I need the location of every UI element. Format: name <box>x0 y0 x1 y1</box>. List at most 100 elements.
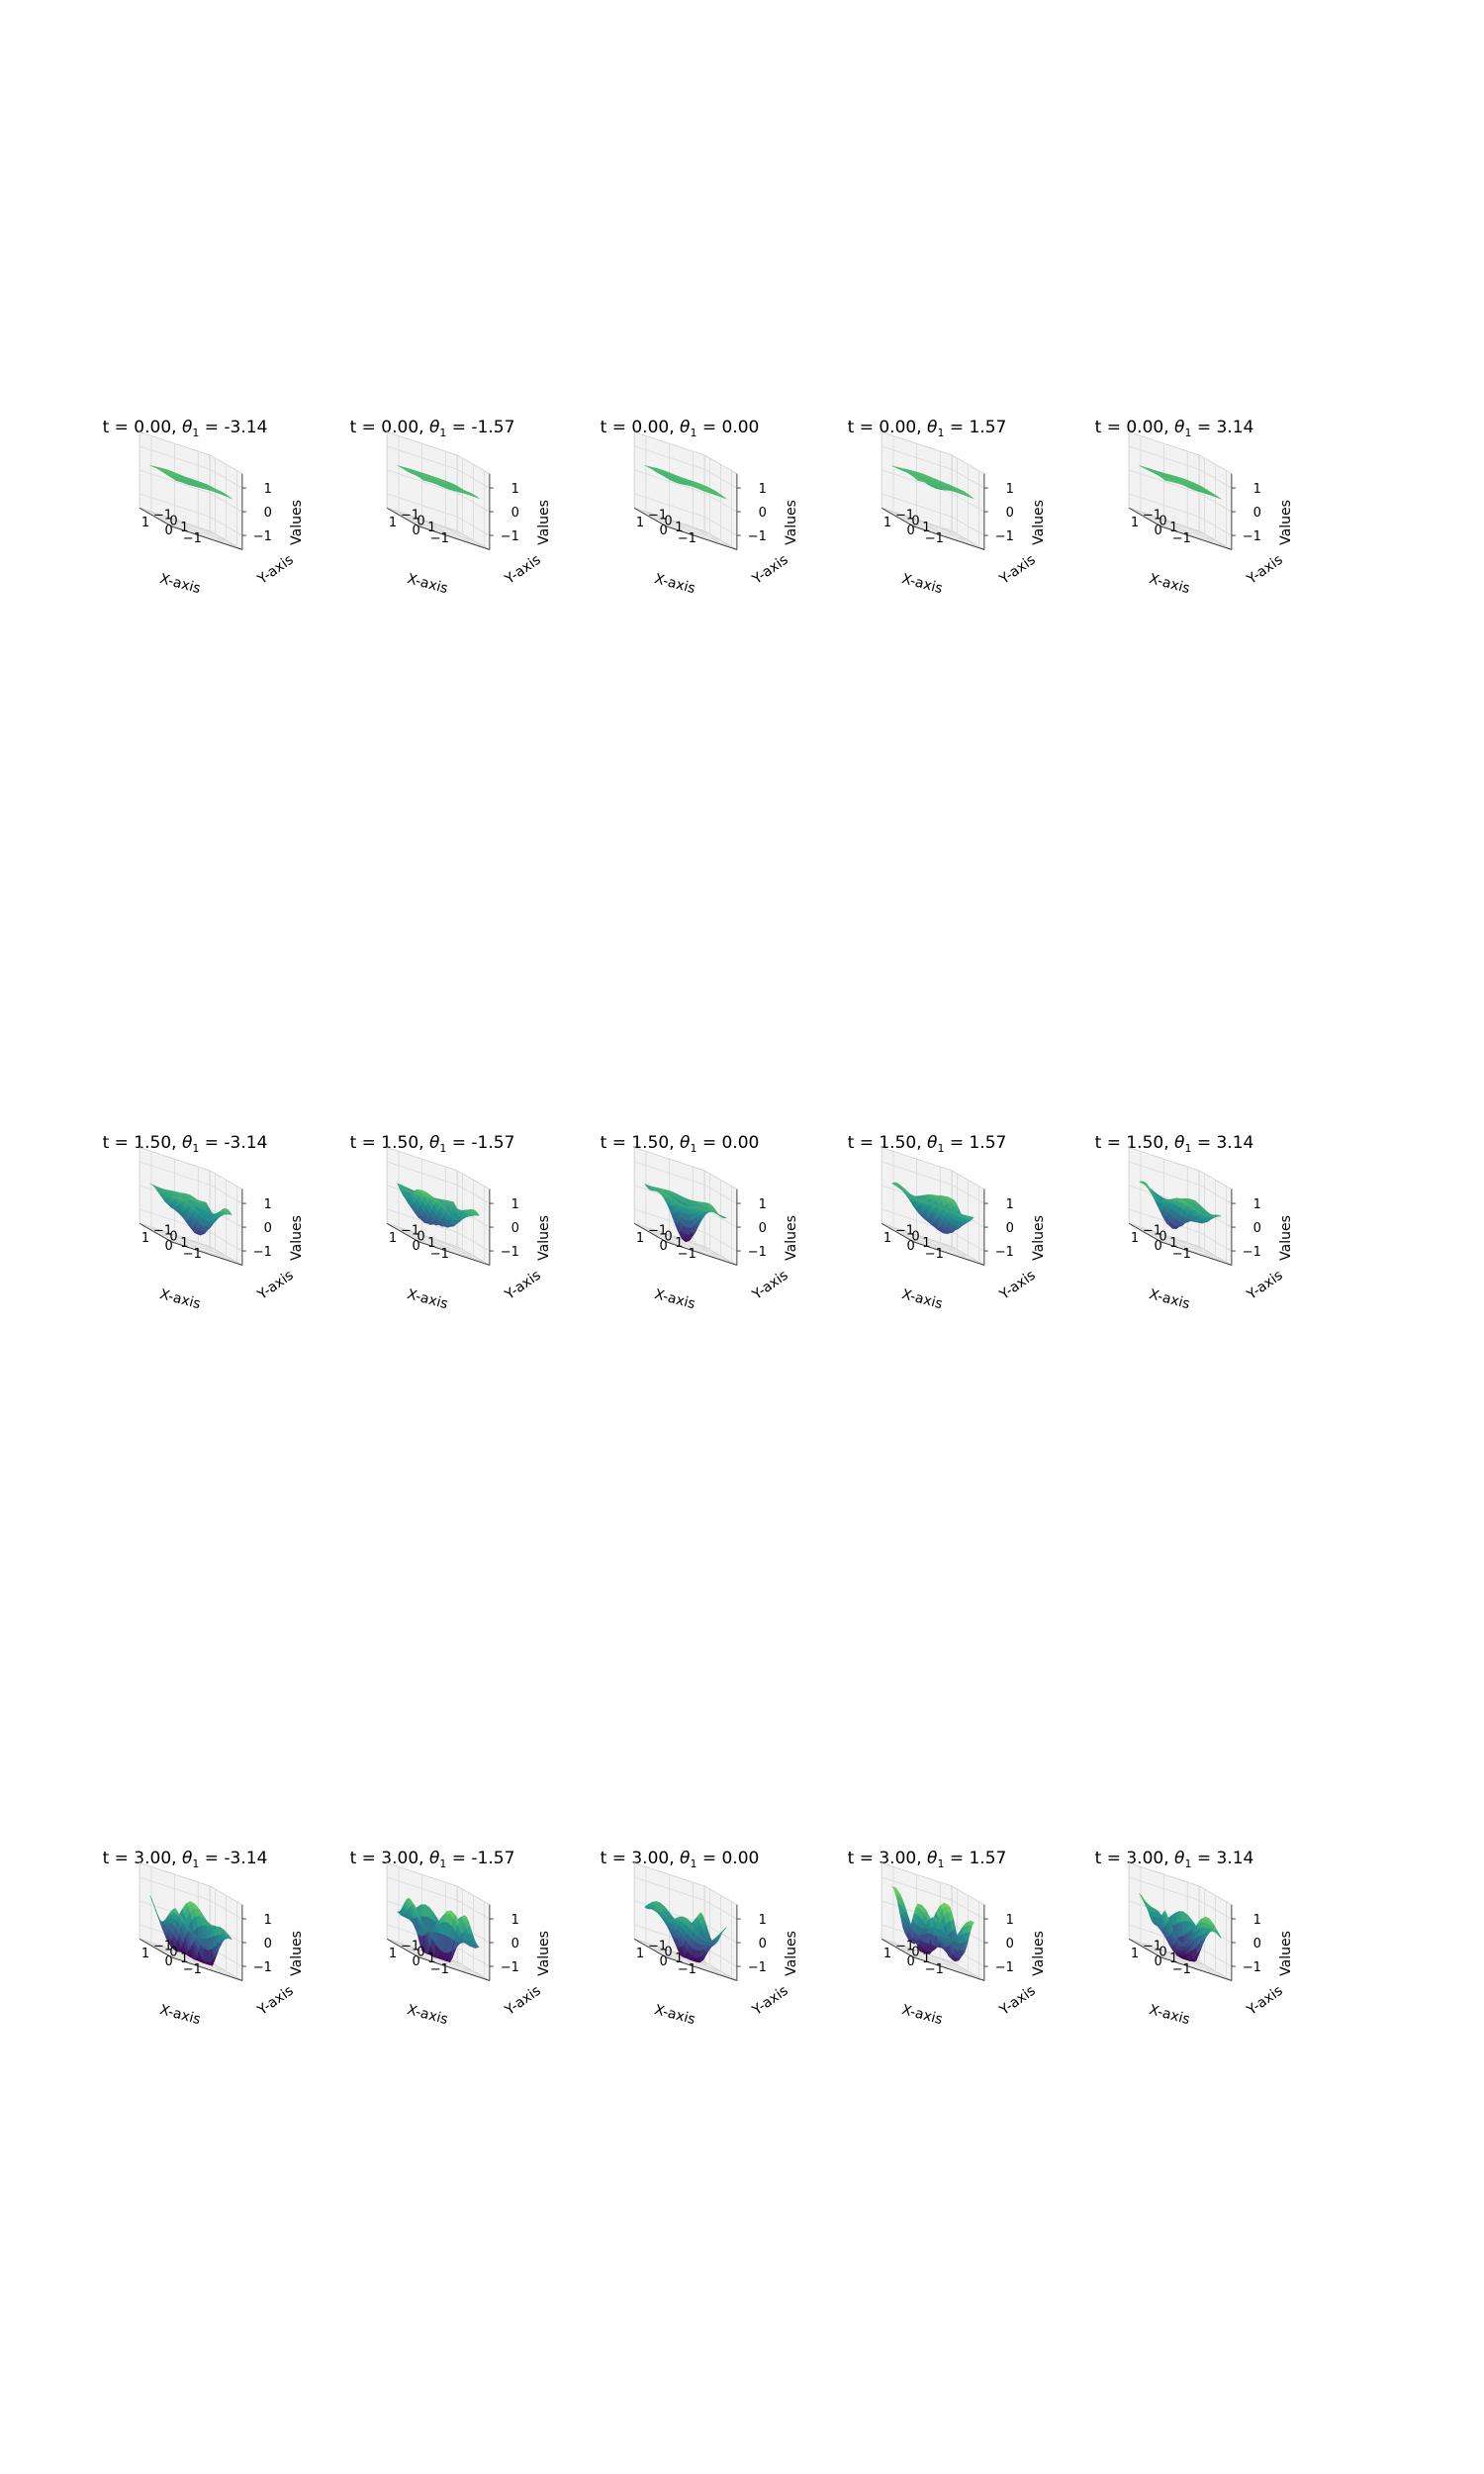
x-tick-label: 0 <box>659 523 667 538</box>
z-tick-label: −1 <box>748 529 767 544</box>
x-tick-label: 1 <box>883 1231 891 1246</box>
theta-symbol: θ <box>680 418 691 437</box>
subplot-title: t = 1.50, θ1 = 3.14 <box>1095 1133 1254 1155</box>
x-tick-label: −1 <box>925 531 944 546</box>
x-tick-label: 1 <box>389 1947 397 1961</box>
title-suffix: = 0.00 <box>696 1133 759 1153</box>
z-tick-label: −1 <box>501 529 519 544</box>
z-tick-label: 0 <box>759 1937 767 1951</box>
y-tick-label: 0 <box>169 515 177 529</box>
z-tick-label: 1 <box>759 1913 767 1928</box>
x-tick-label: −1 <box>925 1247 944 1262</box>
theta-index: 1 <box>439 1857 446 1870</box>
x-axis-label: X-axis <box>900 1286 945 1312</box>
theta-index: 1 <box>439 427 446 439</box>
z-axis-label: Values <box>289 1931 305 1976</box>
theta-symbol: θ <box>680 1133 691 1153</box>
x-tick-label: −1 <box>678 1247 696 1262</box>
title-prefix: t = 1.50, <box>350 1133 429 1153</box>
x-axis-label: X-axis <box>1148 571 1192 597</box>
subplot-title: t = 0.00, θ1 = 3.14 <box>1095 418 1254 439</box>
z-axis-label: Values <box>1031 1215 1047 1261</box>
y-tick-label: 0 <box>417 1230 424 1245</box>
x-tick-label: 1 <box>389 1231 397 1246</box>
y-axis-label: Y-axis <box>996 552 1039 589</box>
y-axis-line <box>171 1241 243 1266</box>
x-tick-label: −1 <box>183 531 202 546</box>
y-axis-line <box>913 1241 985 1266</box>
x-tick-label: 1 <box>1131 1231 1139 1246</box>
x-tick-label: −1 <box>183 1247 202 1262</box>
x-tick-label: 1 <box>389 516 397 530</box>
surface-patch <box>1139 465 1146 468</box>
theta-symbol: θ <box>182 418 193 437</box>
y-axis-label: Y-axis <box>749 1983 791 2020</box>
y-axis-label: Y-axis <box>254 1983 297 2020</box>
z-tick-label: −1 <box>1243 529 1261 544</box>
theta-symbol: θ <box>680 1849 691 1868</box>
grid-line <box>414 1238 485 1263</box>
y-tick-label: 1 <box>922 1236 930 1251</box>
grid-line <box>139 445 243 489</box>
x-tick-label: 1 <box>1131 1947 1139 1961</box>
z-tick-label: 1 <box>1006 1197 1014 1212</box>
grid-line <box>386 1161 491 1204</box>
title-prefix: t = 0.00, <box>1095 418 1174 437</box>
x-axis-label: X-axis <box>1148 2002 1192 2028</box>
theta-index: 1 <box>937 427 944 439</box>
title-suffix: = 3.14 <box>1191 418 1253 437</box>
subplot-title: t = 0.00, θ1 = -3.14 <box>103 418 268 439</box>
subplot-title: t = 3.00, θ1 = -1.57 <box>350 1849 515 1870</box>
y-axis-label: Y-axis <box>1244 552 1286 589</box>
y-tick-label: 0 <box>417 515 424 529</box>
y-tick-label: −1 <box>401 508 419 523</box>
y-tick-label: 0 <box>911 1946 919 1960</box>
z-axis-label: Values <box>1031 1931 1047 1976</box>
title-suffix: = -3.14 <box>199 1133 267 1153</box>
title-suffix: = -3.14 <box>199 418 267 437</box>
title-suffix: = -1.57 <box>446 418 514 437</box>
z-axis-label: Values <box>1278 1931 1294 1976</box>
theta-index: 1 <box>1184 1142 1191 1155</box>
grid-line <box>633 445 738 489</box>
y-tick-label: 0 <box>911 515 919 529</box>
y-axis-label: Y-axis <box>502 1983 544 2020</box>
title-suffix: = 0.00 <box>696 1849 759 1868</box>
y-tick-label: 0 <box>1159 1230 1166 1245</box>
x-axis-label: X-axis <box>653 571 697 597</box>
z-axis-label: Values <box>289 500 305 545</box>
subplot-title: t = 0.00, θ1 = 1.57 <box>848 418 1007 439</box>
z-tick-label: 0 <box>264 1937 272 1951</box>
z-tick-label: −1 <box>748 1960 767 1975</box>
title-suffix: = 3.14 <box>1191 1133 1253 1153</box>
y-axis-line <box>666 1241 738 1266</box>
x-tick-label: 1 <box>141 516 149 530</box>
z-tick-label: −1 <box>995 1245 1014 1260</box>
z-tick-label: 1 <box>511 1197 519 1212</box>
title-suffix: = 1.57 <box>944 1849 1006 1868</box>
theta-index: 1 <box>937 1142 944 1155</box>
y-tick-label: 0 <box>169 1946 177 1960</box>
y-tick-label: 1 <box>675 1236 683 1251</box>
x-tick-label: 0 <box>906 523 914 538</box>
z-tick-label: 0 <box>511 1937 519 1951</box>
title-prefix: t = 1.50, <box>848 1133 927 1153</box>
subplot-title: t = 0.00, θ1 = 0.00 <box>601 418 760 439</box>
x-tick-label: 0 <box>164 523 172 538</box>
y-tick-label: −1 <box>1143 508 1161 523</box>
z-tick-label: 0 <box>759 506 767 521</box>
z-tick-label: 1 <box>264 1197 272 1212</box>
theta-index: 1 <box>192 1857 199 1870</box>
x-tick-label: 0 <box>659 1239 667 1254</box>
z-tick-label: 0 <box>1253 1937 1261 1951</box>
subplot-title: t = 3.00, θ1 = 0.00 <box>601 1849 760 1870</box>
y-tick-label: 1 <box>180 521 188 535</box>
y-axis-label: Y-axis <box>502 552 544 589</box>
y-axis-label: Y-axis <box>1244 1268 1286 1304</box>
x-axis-label: X-axis <box>158 1286 203 1312</box>
